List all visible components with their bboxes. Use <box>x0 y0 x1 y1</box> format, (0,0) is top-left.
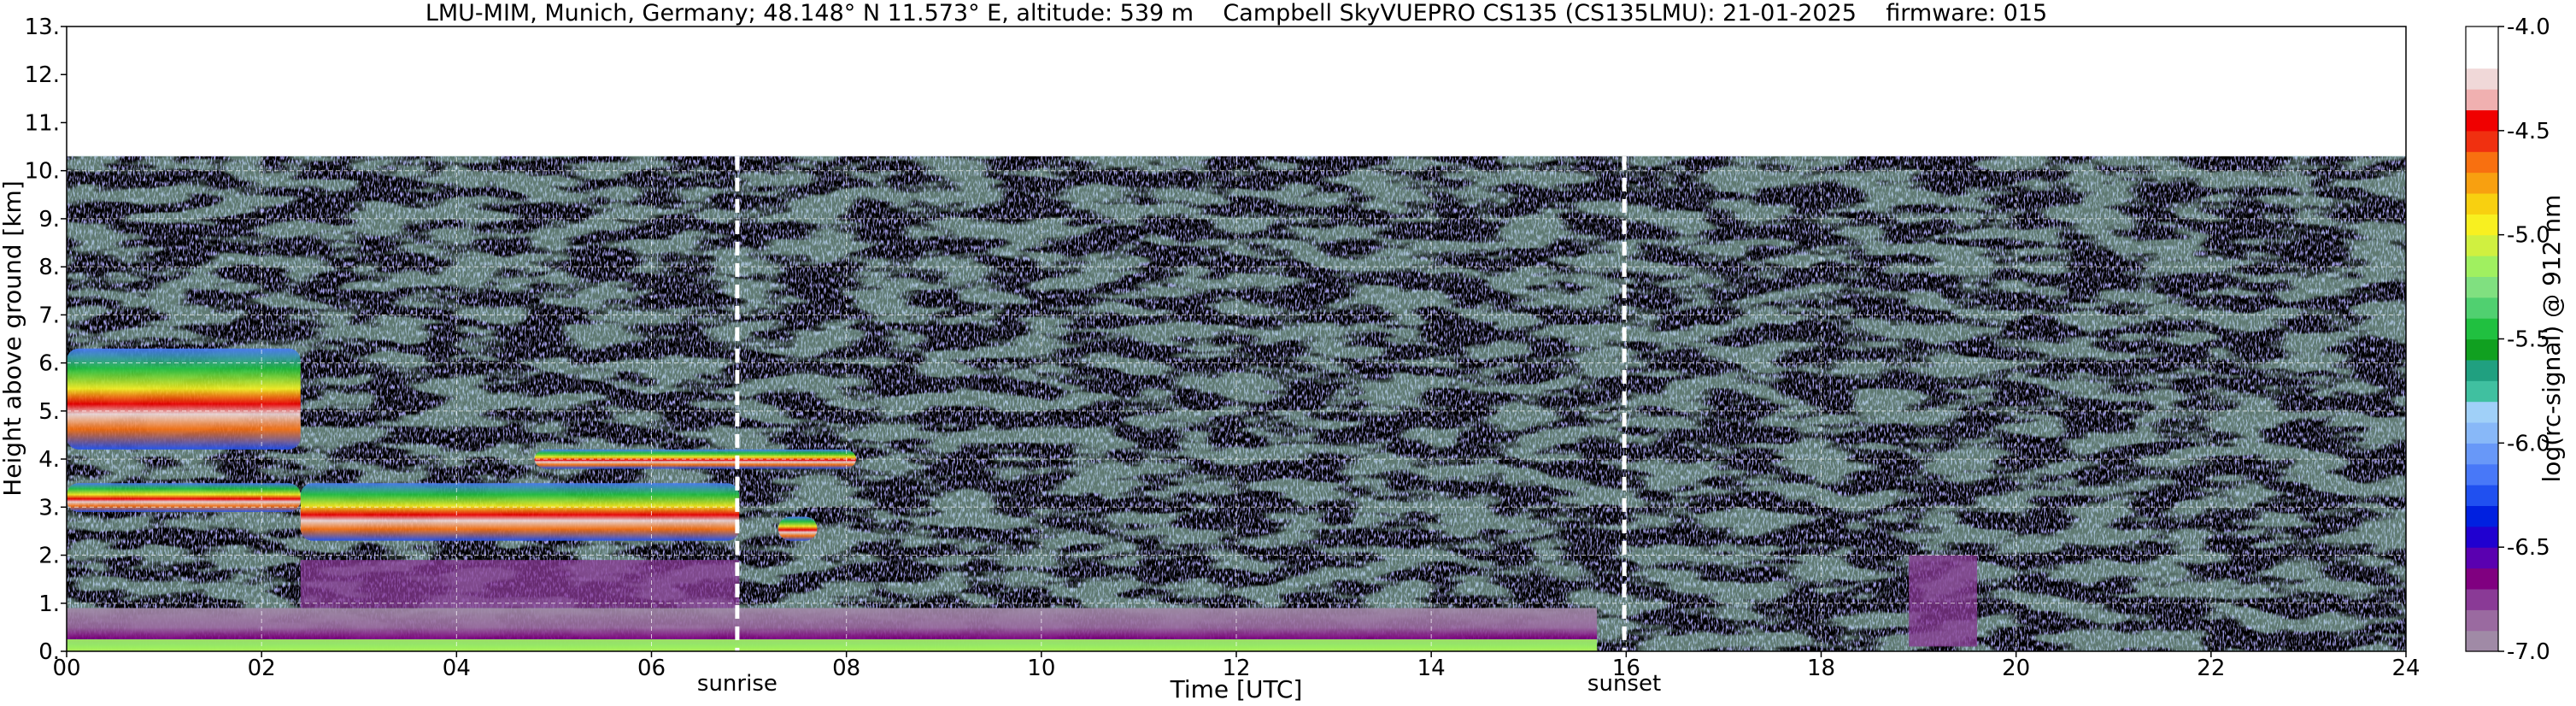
x-tick-label: 02 <box>248 656 276 681</box>
colorbar-segment <box>2466 109 2498 132</box>
x-tick-label: 14 <box>1417 656 1446 681</box>
colorbar-segment <box>2466 401 2498 423</box>
cloud-feature <box>534 449 857 469</box>
colorbar-segment <box>2466 130 2498 152</box>
colorbar-segment <box>2466 526 2498 548</box>
colorbar-label: log(rc-signal) @ 912 nm <box>2538 195 2566 483</box>
colorbar-segment <box>2466 47 2498 69</box>
y-tick-label: 0. <box>38 639 60 665</box>
colorbar-segment <box>2466 256 2498 277</box>
y-tick-label: 1. <box>38 591 60 617</box>
x-tick-label: 08 <box>832 656 860 681</box>
sunset-label: sunset <box>1587 671 1661 697</box>
colorbar <box>2465 26 2499 652</box>
chart-title: LMU-MIM, Munich, Germany; 48.148° N 11.5… <box>425 0 2047 26</box>
colorbar-segment <box>2466 276 2498 298</box>
y-tick-label: 2. <box>38 544 60 569</box>
y-tick-label: 5. <box>38 399 60 425</box>
y-tick-label: 11. <box>25 110 60 136</box>
x-tick-label: 24 <box>2391 656 2420 681</box>
colorbar-segment <box>2466 318 2498 340</box>
colorbar-tick-label: -4.0 <box>2507 15 2550 40</box>
x-axis-label: Time [UTC] <box>1170 675 1303 703</box>
y-tick-label: 3. <box>38 495 60 521</box>
colorbar-segment <box>2466 463 2498 485</box>
cloud-feature <box>300 483 740 541</box>
x-tick-label: 18 <box>1807 656 1835 681</box>
colorbar-segment <box>2466 547 2498 569</box>
cloud-feature <box>777 516 818 541</box>
y-axis-label: Height above ground [km] <box>0 180 26 497</box>
aerosol-feature <box>1909 555 1978 647</box>
colorbar-segment <box>2466 26 2498 48</box>
colorbar-segment <box>2466 214 2498 236</box>
y-tick-label: 7. <box>38 303 60 328</box>
sunrise-label: sunrise <box>697 671 777 697</box>
y-tick-label: 6. <box>38 351 60 377</box>
colorbar-segment <box>2466 588 2498 610</box>
colorbar-segment <box>2466 630 2498 652</box>
colorbar-segment <box>2466 443 2498 465</box>
colorbar-segment <box>2466 380 2498 403</box>
cloud-feature <box>67 348 301 450</box>
colorbar-tick-label: -4.5 <box>2507 119 2550 144</box>
colorbar-segment <box>2466 151 2498 174</box>
y-tick-label: 12. <box>25 62 60 88</box>
x-tick-label: 20 <box>2002 656 2030 681</box>
colorbar-segment <box>2466 505 2498 527</box>
y-tick-label: 10. <box>25 159 60 185</box>
x-tick-label: 10 <box>1027 656 1055 681</box>
colorbar-tick-label: -5.0 <box>2507 223 2550 249</box>
colorbar-segment <box>2466 234 2498 256</box>
colorbar-segment <box>2466 421 2498 444</box>
y-tick-label: 8. <box>38 255 60 280</box>
colorbar-segment <box>2466 172 2498 194</box>
colorbar-segment <box>2466 89 2498 111</box>
colorbar-tick-label: -6.0 <box>2507 431 2550 456</box>
colorbar-segment <box>2466 359 2498 381</box>
x-tick-label: 04 <box>443 656 471 681</box>
x-tick-label: 12 <box>1222 656 1250 681</box>
colorbar-segment <box>2466 568 2498 590</box>
colorbar-segment <box>2466 338 2498 361</box>
colorbar-segment <box>2466 192 2498 215</box>
colorbar-segment <box>2466 485 2498 507</box>
x-tick-label: 16 <box>1612 656 1640 681</box>
y-tick-label: 13. <box>25 15 60 40</box>
colorbar-tick-label: -6.5 <box>2507 535 2550 561</box>
x-tick-label: 00 <box>52 656 80 681</box>
colorbar-tick-label: -5.5 <box>2507 327 2550 353</box>
colorbar-segment <box>2466 297 2498 319</box>
surface-feature <box>67 638 1598 651</box>
colorbar-segment <box>2466 68 2498 90</box>
x-tick-label: 06 <box>637 656 666 681</box>
cloud-feature <box>67 483 301 512</box>
heatmap-layer <box>67 26 2406 651</box>
x-tick-label: 22 <box>2197 656 2225 681</box>
aerosol-feature <box>300 560 740 609</box>
colorbar-tick-label: -7.0 <box>2507 639 2550 665</box>
y-tick-label: 4. <box>38 447 60 473</box>
y-tick-label: 9. <box>38 207 60 232</box>
colorbar-segment <box>2466 609 2498 632</box>
